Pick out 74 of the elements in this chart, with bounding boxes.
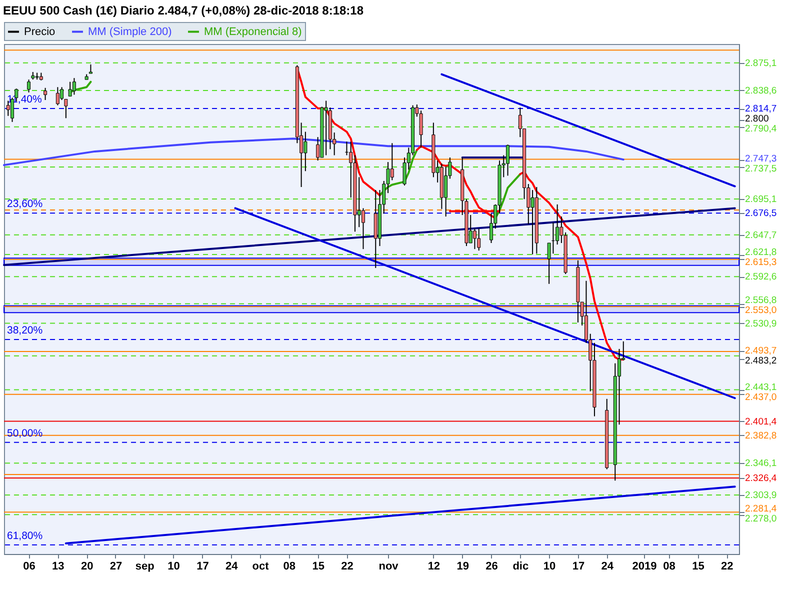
y-tick-label: 2.875,1	[745, 58, 777, 69]
y-tick-label: 2.621,8	[745, 246, 777, 258]
x-tick-label: 15	[692, 560, 704, 572]
y-tick-label: 2.346,1	[745, 458, 777, 470]
annotation: 38,20%	[7, 324, 43, 336]
y-tick-label: 2.556,8	[745, 295, 777, 306]
x-tick-label: 15	[312, 560, 324, 572]
x-tick-label: 08	[283, 560, 296, 572]
y-tick-label: 2.483,2	[745, 355, 777, 366]
y-tick-label: 2.695,1	[745, 194, 777, 206]
x-tick-label: 12	[428, 560, 440, 572]
candlestick	[390, 142, 394, 181]
candlestick	[324, 100, 328, 156]
x-tick-label: 24	[601, 560, 614, 572]
x-tick-label: 06	[23, 560, 36, 572]
x-tick-label: sep	[135, 560, 155, 572]
x-tick-label: 13	[52, 560, 64, 572]
x-tick-label: 22	[720, 560, 734, 572]
x-tick-label: oct	[252, 560, 270, 572]
candlestick	[477, 228, 481, 252]
line-series	[3, 138, 624, 166]
candlestick	[88, 64, 92, 74]
legend-label: MM (Simple 200)	[88, 26, 172, 38]
chart-title: EEUU 500 Cash (1€) Diario 2.484,7 (+0,08%) 28-dic-2018 8:18:18	[3, 4, 364, 18]
candlestick	[72, 78, 76, 96]
y-tick-label: 2.615,3	[745, 256, 777, 268]
x-tick-label: 20	[80, 560, 94, 572]
y-tick-label: 2.737,5	[745, 163, 777, 174]
x-tick-label: nov	[378, 560, 400, 572]
y-tick-label: 2.838,6	[745, 85, 777, 96]
candlestick	[44, 87, 48, 100]
y-tick-label: 2.530,9	[745, 318, 777, 330]
x-tick-label: 26	[486, 560, 498, 572]
x-tick-label: 10	[543, 560, 556, 572]
x-tick-label: dic	[512, 560, 529, 572]
y-tick-label: 2.437,0	[745, 392, 777, 404]
y-tick-label: 2.800	[745, 113, 769, 124]
candlestick	[56, 86, 60, 106]
legend-label: Precio	[24, 26, 56, 38]
annotation: 23,60%	[7, 198, 43, 210]
x-tick-label: 10	[168, 560, 180, 572]
x-tick-label: 19	[456, 560, 469, 572]
y-tick-label: 2.814,7	[745, 103, 777, 114]
y-tick-label: 2.326,4	[745, 473, 777, 484]
candlestick	[556, 204, 560, 246]
y-tick-label: 2.553,0	[745, 305, 777, 316]
x-tick-label: 08	[663, 560, 676, 572]
x-tick-label: 27	[110, 560, 122, 572]
y-tick-label: 2.303,9	[745, 490, 777, 502]
candlestick	[530, 190, 534, 255]
x-tick-label: 17	[196, 560, 209, 572]
y-tick-label: 2.278,0	[745, 513, 777, 524]
candlestick	[304, 131, 308, 172]
candlestick	[68, 81, 72, 97]
y-tick-label: 2.647,7	[745, 230, 777, 241]
legend-label: MM (Exponencial 8)	[204, 26, 302, 38]
x-tick-label: 2019	[632, 560, 657, 572]
y-tick-label: 2.747,3	[745, 153, 777, 164]
y-tick-label: 2.443,1	[745, 382, 777, 394]
x-tick-label: 17	[572, 560, 585, 572]
candlestick	[506, 144, 510, 176]
candlestick	[472, 228, 476, 250]
y-tick-label: 2.493,7	[745, 345, 777, 356]
y-tick-label: 2.592,6	[745, 272, 777, 283]
x-tick-label: 22	[341, 560, 354, 572]
annotation: 61,80%	[7, 530, 43, 542]
y-tick-label: 2.401,4	[745, 416, 777, 428]
candlestick	[361, 208, 365, 250]
y-tick-label: 2.281,4	[745, 503, 777, 514]
candlestick	[27, 79, 31, 93]
y-tick-label: 2.676,5	[745, 208, 777, 220]
y-tick-label: 2.790,4	[745, 123, 777, 134]
x-tick-label: 24	[225, 560, 239, 572]
y-tick-label: 2.382,8	[745, 430, 777, 442]
